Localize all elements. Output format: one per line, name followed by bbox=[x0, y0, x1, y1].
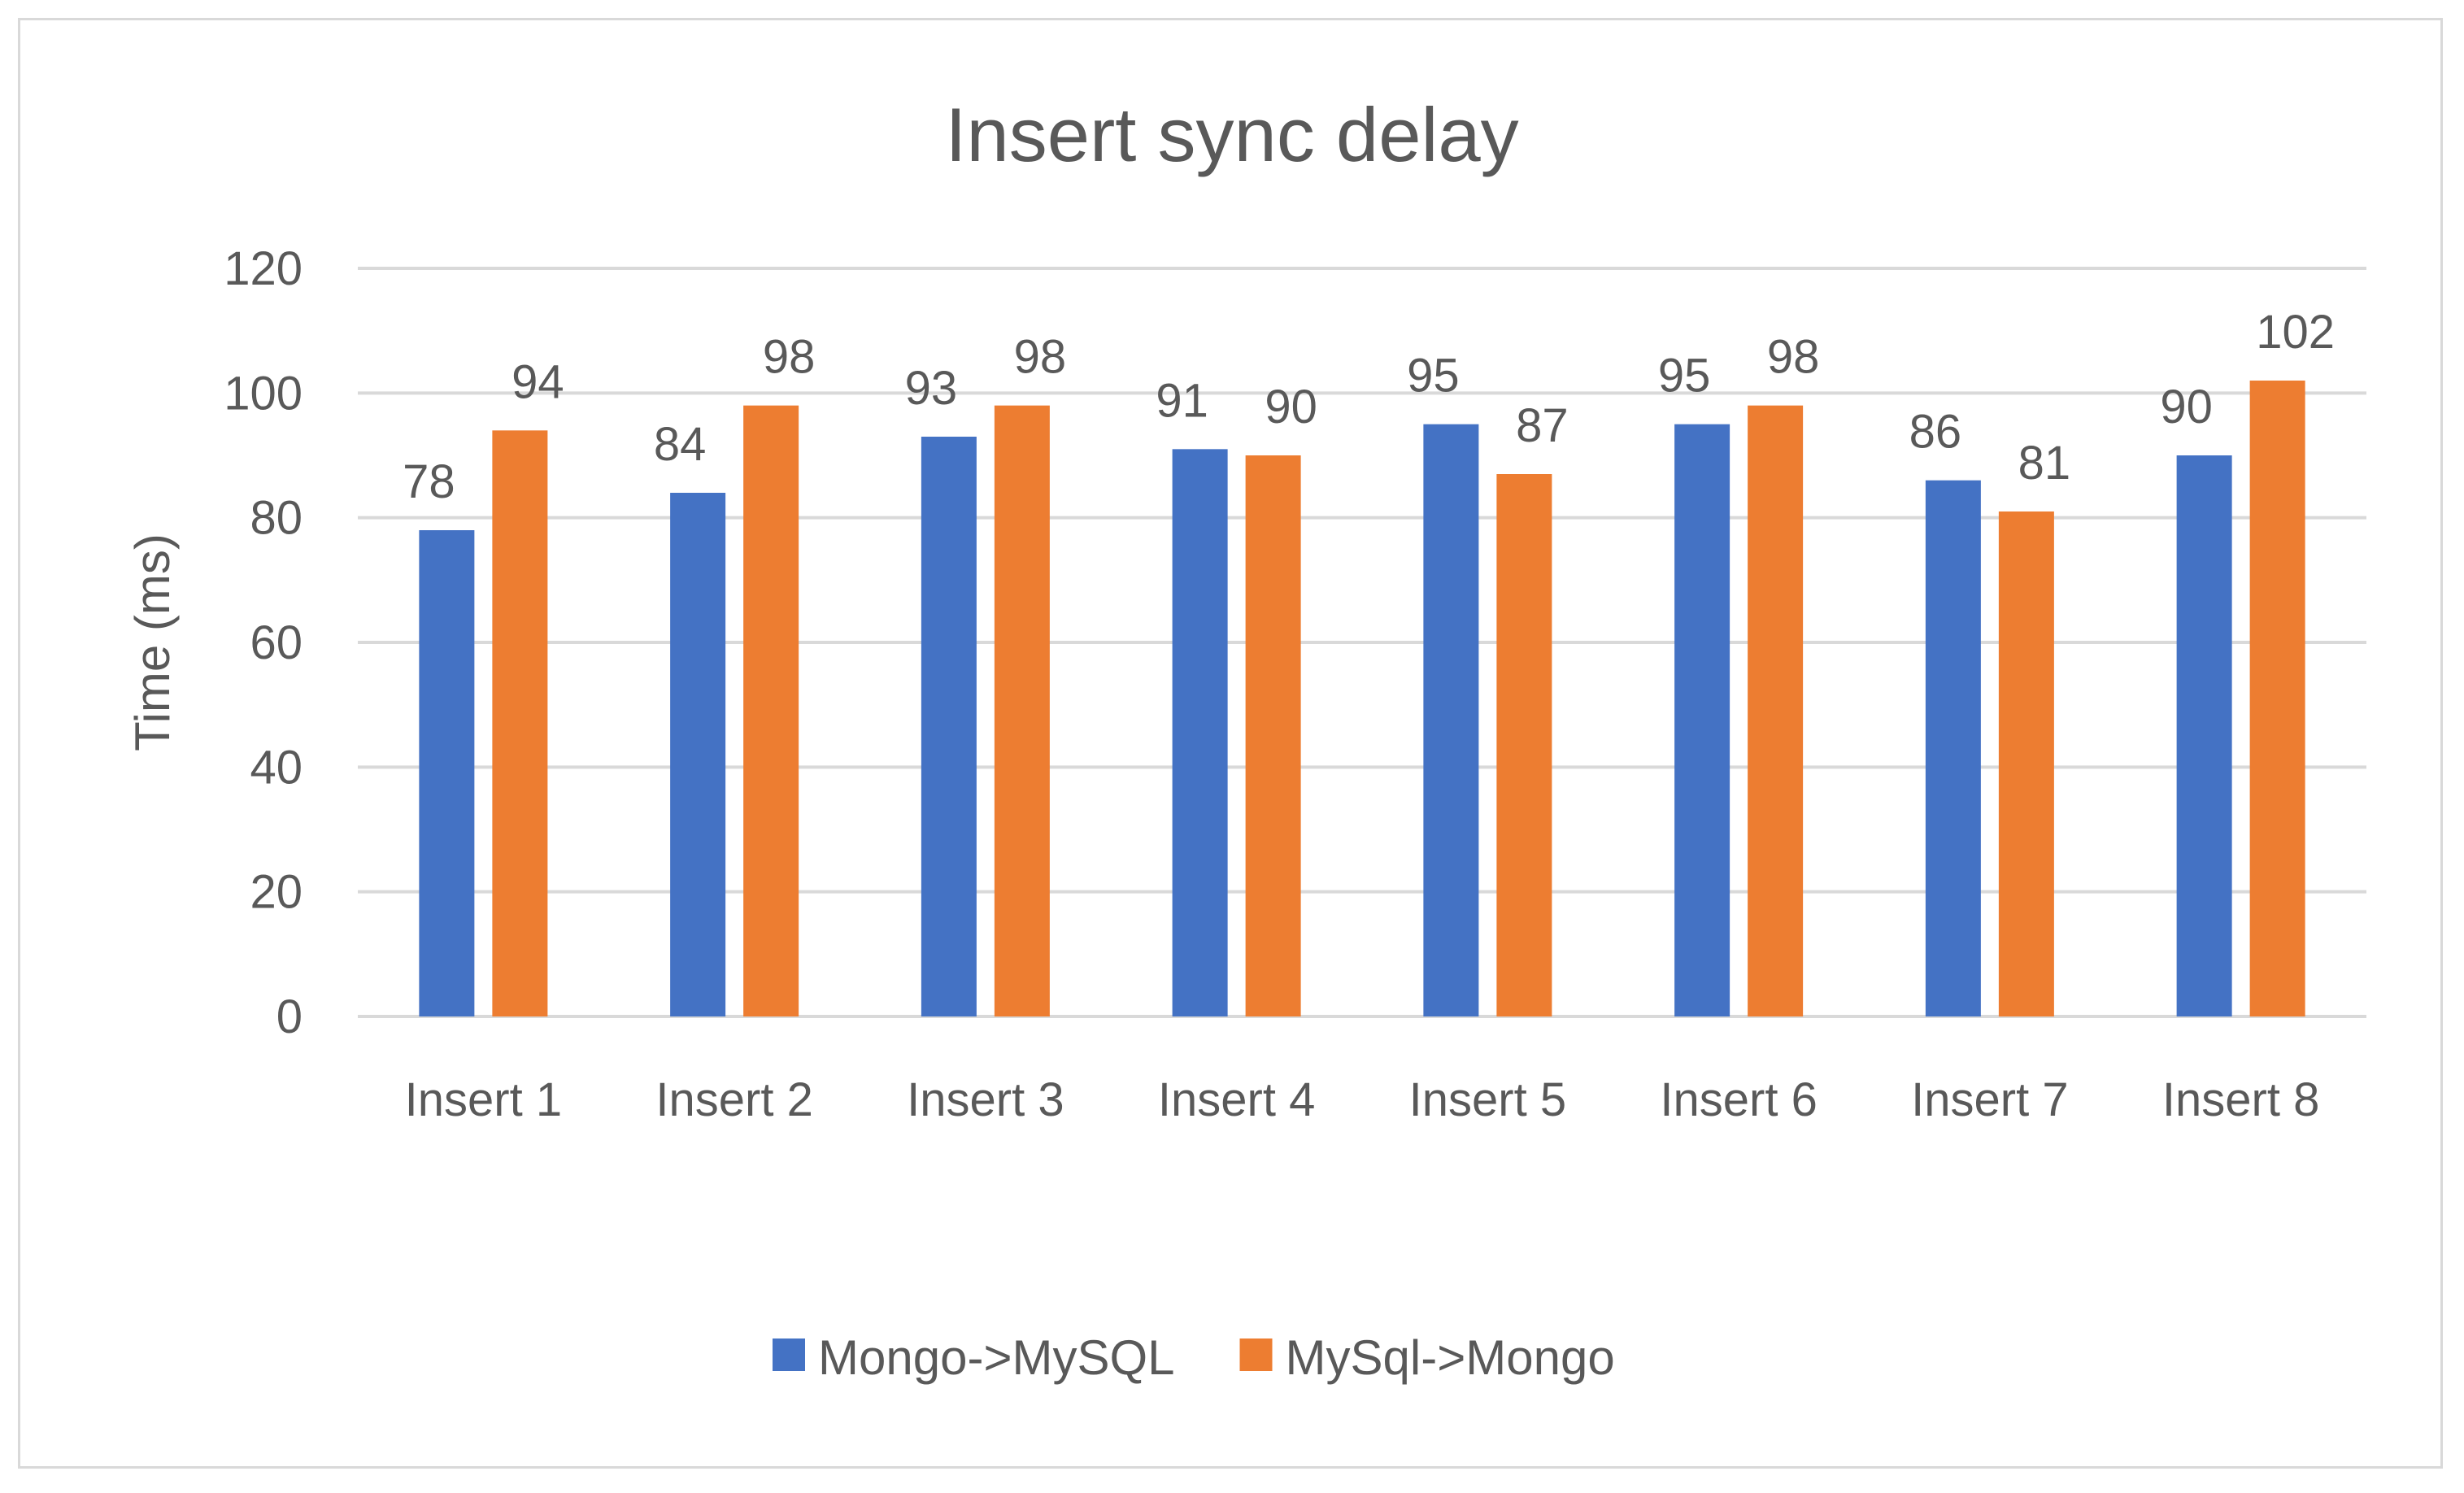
data-label: 90 bbox=[2160, 381, 2213, 433]
x-tick-labels: Insert 1 Insert 2 Insert 3 Insert 4 Insert 5… bbox=[405, 1073, 2320, 1126]
bar bbox=[1925, 480, 1981, 1016]
bar bbox=[1496, 474, 1552, 1016]
bar bbox=[670, 493, 726, 1016]
bar bbox=[1423, 424, 1479, 1016]
x-tick-label: Insert 7 bbox=[1911, 1073, 2068, 1126]
data-label: 98 bbox=[1014, 331, 1067, 384]
data-label: 94 bbox=[512, 355, 564, 408]
bar bbox=[492, 430, 548, 1016]
x-tick-label: Insert 1 bbox=[405, 1073, 562, 1126]
x-tick-label: Insert 5 bbox=[1409, 1073, 1566, 1126]
data-label: 93 bbox=[905, 362, 958, 415]
data-label: 95 bbox=[1658, 350, 1711, 403]
y-tick-label: 20 bbox=[250, 866, 303, 919]
x-tick-label: Insert 8 bbox=[2162, 1073, 2319, 1126]
bar bbox=[1748, 405, 1804, 1017]
data-label: 102 bbox=[2256, 306, 2335, 359]
y-tick-label: 60 bbox=[250, 616, 303, 669]
x-tick-label: Insert 6 bbox=[1660, 1073, 1817, 1126]
gridlines bbox=[358, 267, 2366, 1018]
bar bbox=[2249, 381, 2305, 1016]
y-tick-label: 40 bbox=[250, 741, 303, 794]
data-label: 90 bbox=[1265, 381, 1317, 433]
y-axis-label: Time (ms) bbox=[125, 533, 180, 751]
data-label: 98 bbox=[763, 331, 816, 384]
x-tick-label: Insert 4 bbox=[1158, 1073, 1315, 1126]
data-label: 86 bbox=[1909, 406, 1962, 459]
bar bbox=[743, 405, 799, 1017]
bar bbox=[921, 437, 977, 1016]
bars bbox=[419, 381, 2305, 1017]
bar bbox=[1172, 449, 1228, 1016]
y-tick-label: 0 bbox=[276, 990, 303, 1043]
data-label: 95 bbox=[1407, 350, 1460, 403]
bar bbox=[419, 530, 475, 1016]
y-tick-labels: 0 20 40 60 80 100 120 bbox=[224, 242, 303, 1043]
legend-label: MySql->Mongo bbox=[1286, 1330, 1615, 1385]
legend: Mongo->MySQL MySql->Mongo bbox=[773, 1330, 1615, 1385]
bar bbox=[2176, 455, 2232, 1016]
data-label: 98 bbox=[1767, 331, 1820, 384]
bar bbox=[994, 405, 1050, 1017]
y-tick-label: 120 bbox=[224, 242, 303, 295]
legend-swatch bbox=[1239, 1338, 1273, 1371]
bar bbox=[1245, 455, 1301, 1016]
data-label: 91 bbox=[1156, 374, 1208, 427]
legend-swatch bbox=[773, 1338, 805, 1371]
chart-title: Insert sync delay bbox=[945, 92, 1518, 177]
y-tick-label: 100 bbox=[224, 367, 303, 420]
data-label: 87 bbox=[1516, 399, 1569, 452]
legend-label: Mongo->MySQL bbox=[818, 1330, 1175, 1385]
data-label: 84 bbox=[654, 418, 707, 471]
y-tick-label: 80 bbox=[250, 492, 303, 545]
bar bbox=[1674, 424, 1730, 1016]
data-labels: 78 94 84 98 93 98 91 90 95 87 95 98 86 81 90 102 bbox=[403, 306, 2335, 508]
bar bbox=[1998, 511, 2054, 1016]
data-label: 81 bbox=[2018, 437, 2071, 490]
data-label: 78 bbox=[403, 455, 455, 508]
x-tick-label: Insert 2 bbox=[655, 1073, 812, 1126]
x-tick-label: Insert 3 bbox=[907, 1073, 1064, 1126]
